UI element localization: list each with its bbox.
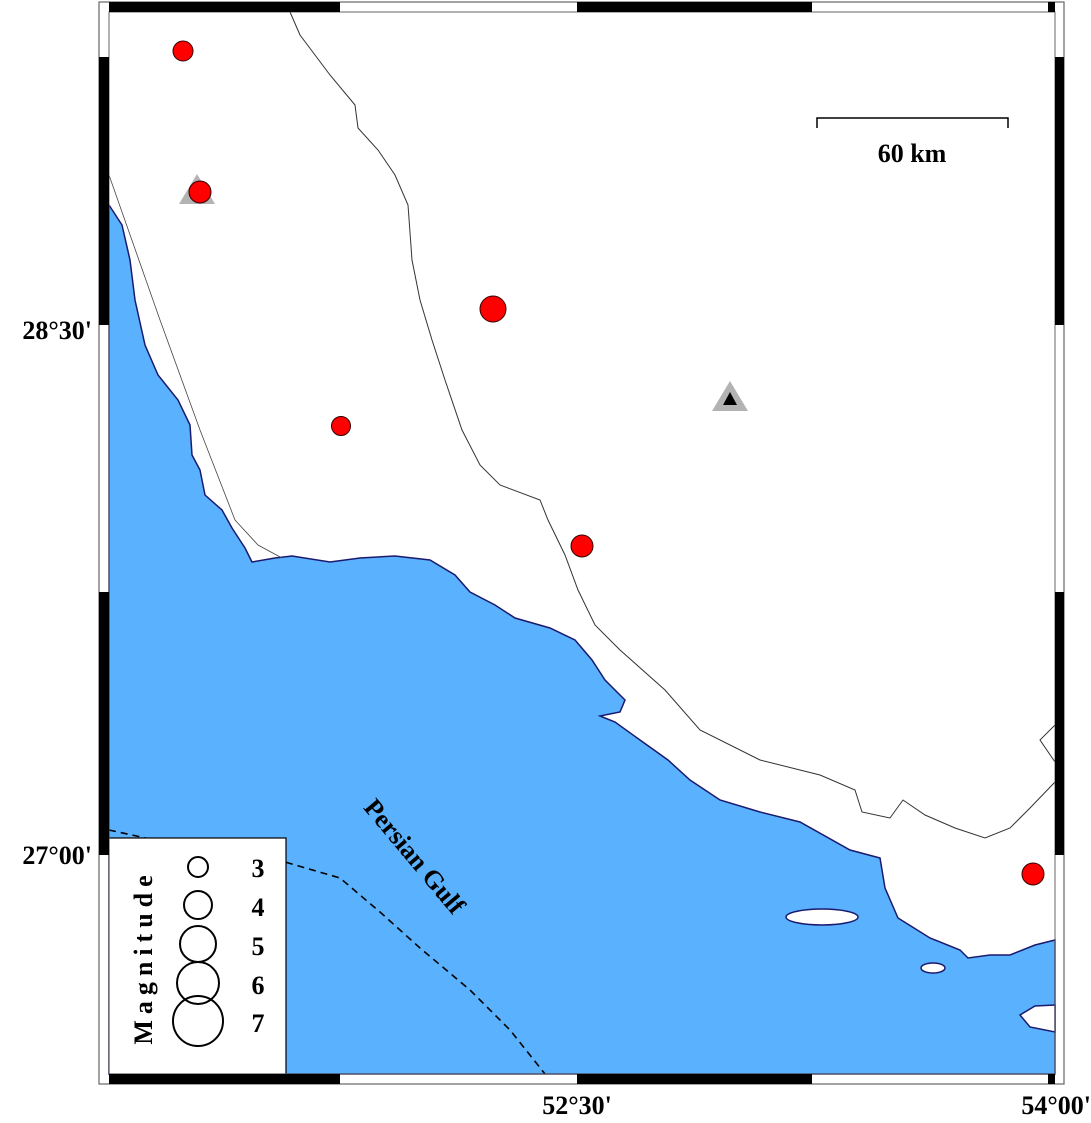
island [920,962,946,974]
scale-bar [816,117,1009,128]
event-marker[interactable] [188,180,212,204]
event-marker[interactable] [1021,862,1045,886]
event-marker[interactable] [570,534,594,558]
legend-title: Magnitude [129,869,158,1044]
legend-label: 7 [252,1009,265,1038]
event-marker[interactable] [331,416,351,436]
province-boundary [289,11,1056,839]
legend-label: 6 [252,971,265,1000]
map-frame [98,1,1065,1085]
legend: Magnitude 3 4 5 6 7 [108,837,287,1075]
lat-label: 27°00' [22,841,92,870]
legend-circle [172,995,224,1047]
legend-label: 3 [252,854,265,883]
legend-label: 4 [252,893,265,922]
scale-bar-label: 60 km [878,139,947,168]
lat-label: 28°30' [22,316,92,345]
sea-area [108,202,1056,1075]
legend-circle [183,890,213,920]
lon-label: 54°00' [1021,1091,1091,1120]
legend-circle [176,961,220,1005]
province-boundary [1039,724,1056,763]
legend-label: 5 [252,932,265,961]
lon-label: 52°30' [542,1091,612,1120]
province-boundary [108,174,283,559]
event-marker[interactable] [479,295,507,323]
legend-circle [187,856,209,878]
island [785,908,859,926]
station-inner-triangle [723,392,737,405]
event-marker[interactable] [172,40,194,62]
